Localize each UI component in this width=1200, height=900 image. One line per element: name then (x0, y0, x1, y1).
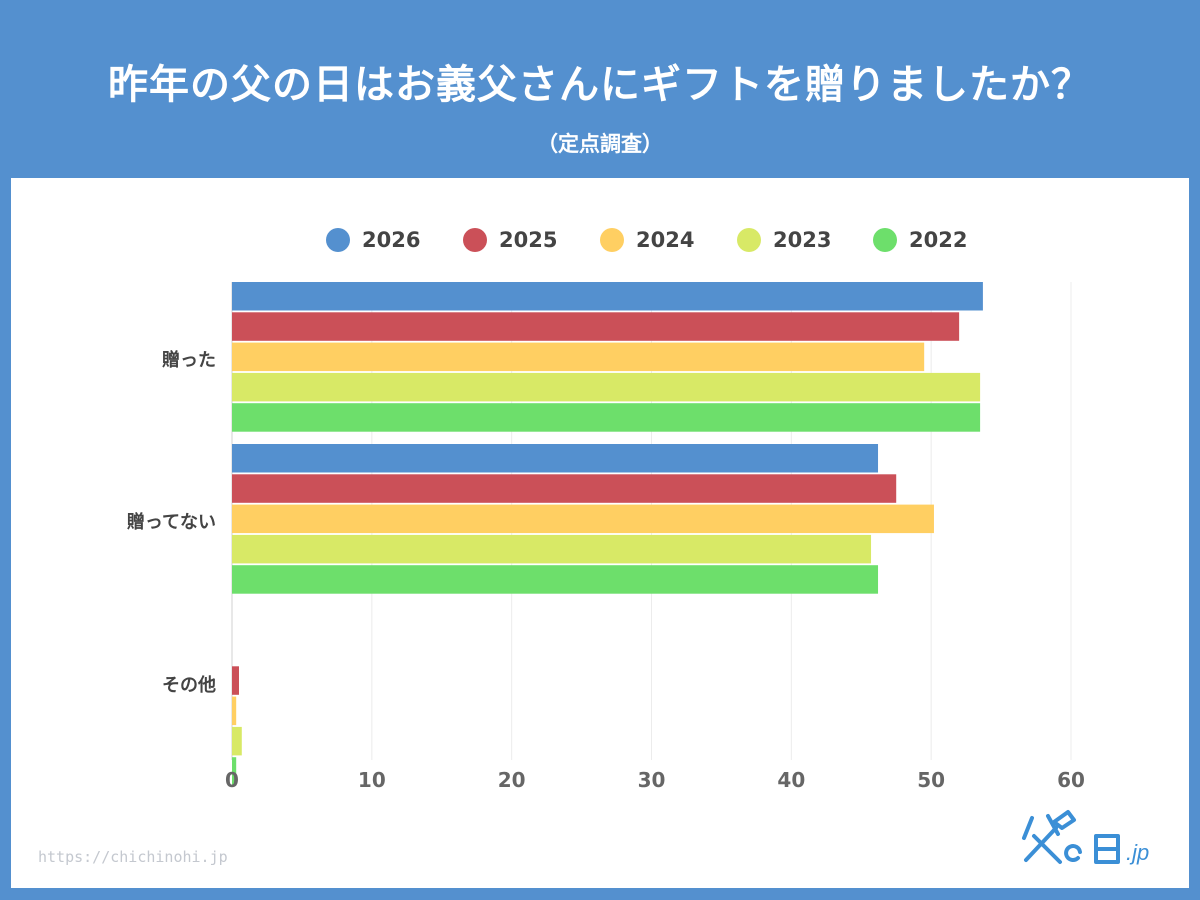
legend-item-2025[interactable]: 2025 (463, 227, 557, 253)
page-title: 昨年の父の日はお義父さんにギフトを贈りましたか？ (108, 62, 1092, 108)
footer-url[interactable]: https://chichinohi.jp (38, 848, 228, 866)
legend-item-2024[interactable]: 2024 (600, 227, 694, 253)
svg-text:.jp: .jp (1126, 840, 1149, 865)
bar-2026-0 (232, 282, 983, 311)
bar-2022-0 (232, 403, 981, 432)
bar-2022-1 (232, 565, 879, 594)
legend-swatch (326, 228, 350, 252)
bar-2024-1 (232, 504, 934, 534)
legend-label: 2025 (499, 228, 558, 252)
x-tick-label: 0 (225, 768, 239, 792)
x-tick-label: 50 (917, 768, 946, 792)
legend-item-2023[interactable]: 2023 (737, 227, 831, 253)
legend-label: 2024 (636, 228, 695, 252)
bar-2025-2 (232, 666, 239, 695)
category-label: 贈ってない (126, 512, 216, 533)
legend-swatch (873, 228, 897, 252)
legend-swatch (737, 228, 761, 252)
legend-label: 2022 (909, 228, 968, 252)
legend-swatch (600, 228, 624, 252)
legend-swatch (463, 228, 487, 252)
bar-2025-1 (232, 474, 897, 503)
bar-2023-1 (232, 534, 872, 564)
x-tick-label: 40 (777, 768, 806, 792)
x-tick-label: 30 (637, 768, 666, 792)
bar-2022-2 (232, 757, 237, 786)
bar-2025-0 (232, 312, 960, 341)
site-logo: .jp (1018, 808, 1168, 872)
header: 昨年の父の日はお義父さんにギフトを贈りましたか？ （定点調査） (0, 0, 1200, 178)
x-tick-label: 20 (497, 768, 526, 792)
x-tick-label: 60 (1057, 768, 1085, 792)
legend-item-2022[interactable]: 2022 (873, 227, 967, 253)
legend-label: 2026 (362, 228, 421, 252)
bar-2026-1 (232, 444, 879, 473)
bar-2023-0 (232, 372, 981, 402)
legend-item-2026[interactable]: 2026 (326, 227, 420, 253)
page-subtitle: （定点調査） (537, 132, 663, 156)
category-label: その他 (162, 675, 216, 696)
bar-2023-2 (232, 726, 242, 756)
category-label: 贈った (162, 350, 216, 371)
x-tick-label: 10 (357, 768, 386, 792)
legend-label: 2023 (773, 228, 832, 252)
bar-2024-0 (232, 342, 925, 372)
bar-2024-2 (232, 696, 237, 726)
